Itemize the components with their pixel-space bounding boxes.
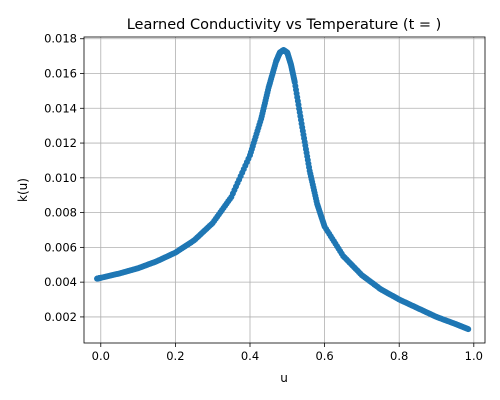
- chart-title: Learned Conductivity vs Temperature (t =…: [127, 17, 442, 33]
- y-tick-label: 0.006: [44, 240, 77, 254]
- x-tick-label: 0.0: [92, 349, 110, 363]
- y-tick-label: 0.014: [44, 101, 77, 115]
- scatter-point: [465, 326, 472, 333]
- y-tick-label: 0.004: [44, 275, 77, 289]
- x-tick-label: 0.2: [166, 349, 184, 363]
- x-tick-label: 0.4: [241, 349, 259, 363]
- scatter-series: [94, 47, 472, 333]
- axis-ticks: 0.0 0.2 0.4 0.6 0.8 1.0 0.002 0.004 0.006 0.008 0.…: [44, 32, 483, 363]
- grid: [84, 37, 485, 343]
- y-tick-label: 0.018: [44, 32, 77, 46]
- y-tick-label: 0.010: [44, 171, 77, 185]
- y-tick-label: 0.012: [44, 136, 77, 150]
- x-axis-label: u: [280, 371, 288, 385]
- x-tick-label: 1.0: [465, 349, 483, 363]
- plot-area-frame: [83, 36, 486, 344]
- y-tick-label: 0.008: [44, 206, 77, 220]
- y-tick-label: 0.016: [44, 67, 77, 81]
- x-tick-label: 0.8: [390, 349, 408, 363]
- y-tick-label: 0.002: [44, 310, 77, 324]
- x-tick-label: 0.6: [315, 349, 333, 363]
- y-axis-label: k(u): [16, 178, 30, 202]
